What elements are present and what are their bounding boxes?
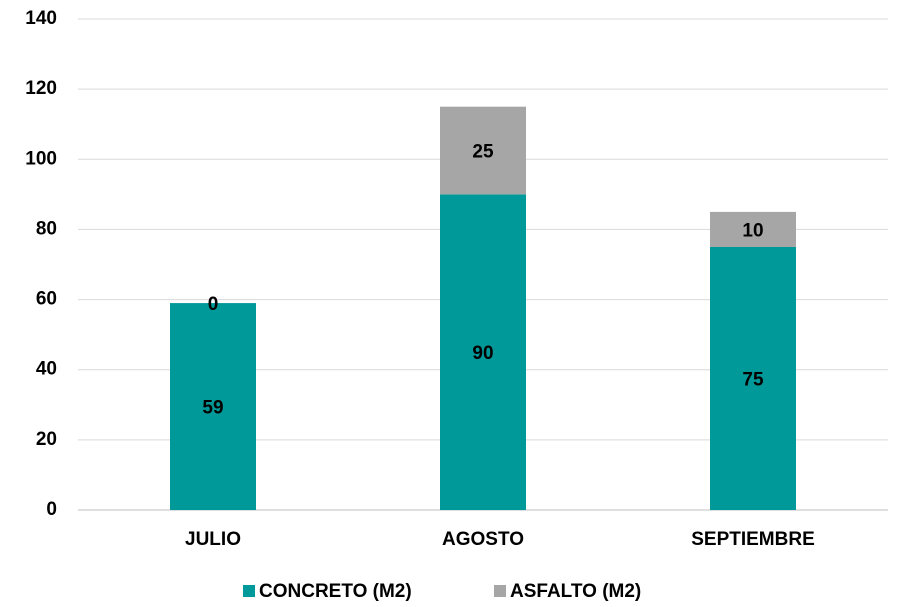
data-label: 10 — [742, 220, 763, 241]
legend-swatch — [243, 585, 255, 597]
bar-segment — [710, 211, 796, 247]
data-label: 75 — [742, 369, 764, 390]
data-label: 90 — [472, 343, 493, 364]
legend-label: ASFALTO (M2) — [510, 581, 641, 602]
bar-segment — [440, 106, 526, 195]
data-label: 0 — [208, 294, 219, 315]
y-tick-label: 100 — [25, 148, 57, 169]
y-tick-label: 120 — [25, 78, 57, 99]
y-tick-label: 20 — [36, 429, 57, 450]
y-tick-label: 60 — [36, 289, 57, 310]
bar-segment — [710, 246, 796, 510]
bar-segment — [440, 194, 526, 510]
data-label: 59 — [202, 398, 223, 419]
legend-swatch — [494, 585, 506, 597]
y-tick-label: 40 — [36, 359, 57, 380]
data-label: 25 — [472, 142, 494, 163]
x-tick-label: JULIO — [185, 529, 241, 550]
x-tick-label: AGOSTO — [442, 529, 524, 550]
y-tick-label: 0 — [46, 499, 57, 520]
bar-segment — [170, 303, 256, 510]
y-tick-label: 140 — [25, 8, 57, 29]
legend-label: CONCRETO (M2) — [259, 581, 412, 602]
x-tick-label: SEPTIEMBRE — [691, 529, 815, 550]
y-tick-label: 80 — [36, 218, 57, 239]
